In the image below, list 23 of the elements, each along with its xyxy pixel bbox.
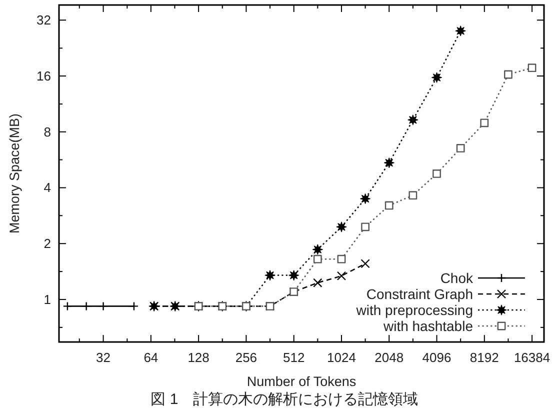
x-tick-label: 16384: [514, 350, 550, 365]
legend-label: with preprocessing: [355, 302, 473, 318]
x-tick-label: 2048: [374, 350, 404, 365]
y-tick-label: 32: [36, 12, 51, 28]
caption: 図 1 計算の木の解析における記憶領域: [150, 391, 418, 408]
x-tick-label: 1024: [327, 350, 356, 365]
legend-label: Chok: [440, 270, 474, 286]
y-tick-label: 1: [44, 292, 51, 307]
x-axis-title: Number of Tokens: [246, 374, 356, 389]
legend-label: with hashtable: [382, 318, 474, 334]
x-tick-label: 512: [282, 350, 305, 365]
x-tick-label: 4096: [422, 350, 452, 365]
y-axis-title: Memory Space(MB): [7, 113, 22, 234]
legend-label: Constraint Graph: [366, 286, 473, 302]
x-tick-label: 8192: [470, 350, 499, 365]
y-tick-label: 4: [44, 180, 51, 196]
x-tick-label: 64: [144, 350, 158, 365]
y-tick-label: 8: [44, 124, 51, 140]
y-tick-label: 16: [36, 68, 51, 84]
x-tick-label: 128: [188, 350, 210, 365]
x-tick-label: 256: [235, 350, 258, 365]
x-tick-label: 32: [96, 350, 111, 365]
y-tick-label: 2: [44, 236, 51, 252]
